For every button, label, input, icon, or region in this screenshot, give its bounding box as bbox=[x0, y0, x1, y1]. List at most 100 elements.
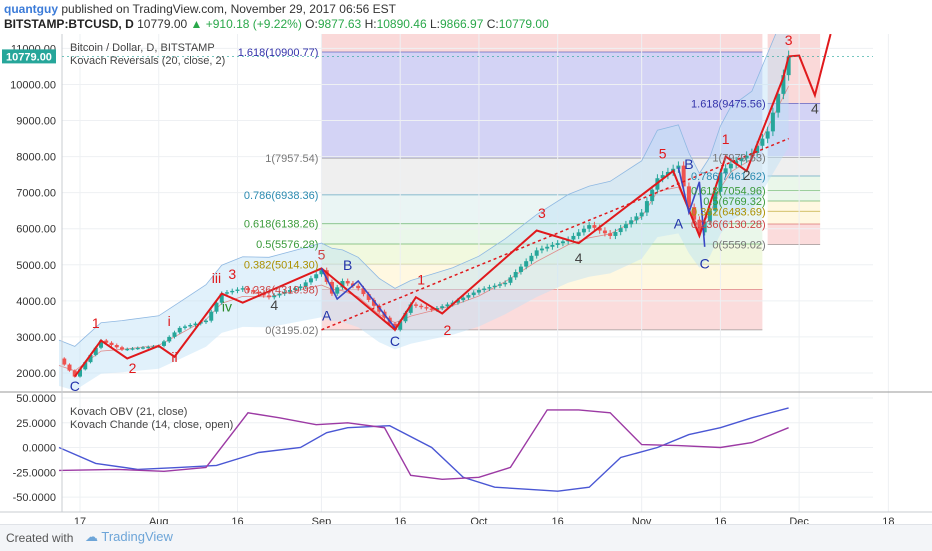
candle-body bbox=[665, 171, 670, 176]
candle-body bbox=[461, 297, 466, 301]
candle-body bbox=[161, 341, 166, 346]
candle-body bbox=[83, 362, 88, 370]
created-with-label: Created with bbox=[6, 531, 74, 545]
chande-line bbox=[58, 409, 789, 481]
x-tick-label: 16 bbox=[394, 516, 406, 524]
x-tick-label: Oct bbox=[470, 516, 487, 524]
ohlc-line: BITSTAMP:BTCUSD, D 10779.00 ▲ +910.18 (+… bbox=[4, 17, 549, 31]
candle-body bbox=[67, 364, 72, 371]
high-value: 10890.46 bbox=[376, 17, 427, 31]
candle-body bbox=[718, 172, 723, 192]
candle-body bbox=[681, 165, 686, 187]
publish-info: published on TradingView.com, November 2… bbox=[61, 2, 396, 16]
indicator-legend: Kovach Reversals (20, close, 2) bbox=[70, 55, 225, 67]
wave-label: 3 bbox=[228, 266, 236, 282]
candle-body bbox=[104, 340, 109, 343]
wave-label: B bbox=[684, 156, 693, 172]
fib-zone-left bbox=[321, 244, 763, 265]
y-tick-label: 9000.00 bbox=[16, 116, 56, 128]
candle-body bbox=[597, 227, 602, 231]
elliott-wave-line bbox=[73, 34, 832, 378]
candle-body bbox=[571, 235, 576, 240]
candle-body bbox=[602, 230, 607, 234]
candle-body bbox=[781, 75, 786, 94]
fib-label-left: 0.786(6938.36) bbox=[244, 190, 319, 202]
publish-line: quantguy published on TradingView.com, N… bbox=[4, 2, 396, 16]
candle-body bbox=[608, 233, 613, 236]
candle-body bbox=[93, 347, 98, 355]
fib-zone-right bbox=[767, 224, 821, 245]
candle-body bbox=[503, 282, 508, 285]
wave-label: i bbox=[168, 313, 171, 329]
candle-body bbox=[72, 370, 77, 377]
x-tick-label: Dec bbox=[789, 516, 809, 524]
wave-label: C bbox=[390, 333, 400, 349]
x-tick-label: Aug bbox=[149, 516, 169, 524]
candle-body bbox=[576, 232, 581, 236]
candle-body bbox=[508, 277, 513, 283]
candle-body bbox=[146, 346, 151, 349]
high-label: H: bbox=[364, 17, 377, 31]
candle-body bbox=[324, 270, 329, 282]
candle-body bbox=[335, 287, 340, 294]
open-value: 9877.63 bbox=[317, 17, 362, 31]
author-name[interactable]: quantguy bbox=[4, 2, 58, 16]
candle-body bbox=[398, 321, 403, 330]
candle-body bbox=[707, 210, 712, 222]
wave-label: C bbox=[700, 255, 710, 271]
candle-body bbox=[434, 308, 439, 310]
low-value: 9866.97 bbox=[439, 17, 484, 31]
candle-body bbox=[550, 244, 555, 247]
candle-body bbox=[592, 225, 597, 228]
chande-legend: Kovach Chande (14, close, open) bbox=[70, 419, 233, 431]
candle-body bbox=[356, 285, 361, 289]
candle-body bbox=[193, 323, 198, 326]
candle-body bbox=[697, 219, 702, 233]
last-price: 10779.00 bbox=[137, 17, 188, 31]
x-tick-label: 17 bbox=[74, 516, 86, 524]
candle-body bbox=[98, 340, 103, 348]
candle-body bbox=[130, 348, 135, 350]
candle-body bbox=[676, 165, 681, 169]
fib-label-right: 0.236(6130.28) bbox=[691, 219, 766, 231]
price-chart[interactable]: 2000.00 3000.00 4000.00 5000.00 6000.00 7000.… bbox=[0, 34, 932, 524]
candle-body bbox=[739, 158, 744, 162]
candle-body bbox=[476, 290, 481, 293]
y-tick-label: 4000.00 bbox=[16, 296, 56, 308]
candle-body bbox=[266, 295, 271, 298]
low-label: L: bbox=[429, 17, 440, 31]
correction-leg bbox=[320, 268, 396, 329]
obv-legend: Kovach OBV (21, close) bbox=[70, 406, 187, 418]
candle-body bbox=[308, 278, 313, 283]
wave-label: 2 bbox=[129, 360, 137, 376]
candle-body bbox=[702, 221, 707, 233]
candle-body bbox=[413, 304, 418, 306]
footer: Created with ☁ TradingView bbox=[0, 524, 932, 551]
chart-title: Bitcoin / Dollar, D, BITSTAMP bbox=[70, 42, 215, 54]
candle-body bbox=[282, 291, 287, 294]
wave-label: B bbox=[343, 257, 352, 273]
candle-body bbox=[755, 145, 760, 153]
fib-zone-left bbox=[321, 52, 763, 159]
candle-body bbox=[182, 326, 187, 328]
obv-line bbox=[58, 407, 789, 492]
candle-body bbox=[692, 207, 697, 220]
candle-body bbox=[235, 289, 240, 291]
fib-zone-right bbox=[767, 176, 821, 201]
chart-header: quantguy published on TradingView.com, N… bbox=[0, 0, 932, 34]
candle-body bbox=[686, 186, 691, 208]
candle-body bbox=[513, 272, 518, 278]
candle-body bbox=[644, 201, 649, 213]
candle-body bbox=[613, 232, 618, 236]
candle-body bbox=[177, 327, 182, 333]
tradingview-logo[interactable]: ☁ TradingView bbox=[85, 529, 173, 544]
candle-body bbox=[214, 302, 219, 312]
candle-body bbox=[623, 224, 628, 229]
fib-label-left: 0.382(5014.30) bbox=[244, 259, 319, 271]
fib-label-right: 1(7979.63) bbox=[712, 152, 765, 164]
candle-body bbox=[230, 290, 235, 293]
candle-body bbox=[660, 175, 665, 179]
candle-body bbox=[518, 266, 523, 272]
wave-label: A bbox=[322, 308, 332, 324]
candle-body bbox=[298, 286, 303, 289]
